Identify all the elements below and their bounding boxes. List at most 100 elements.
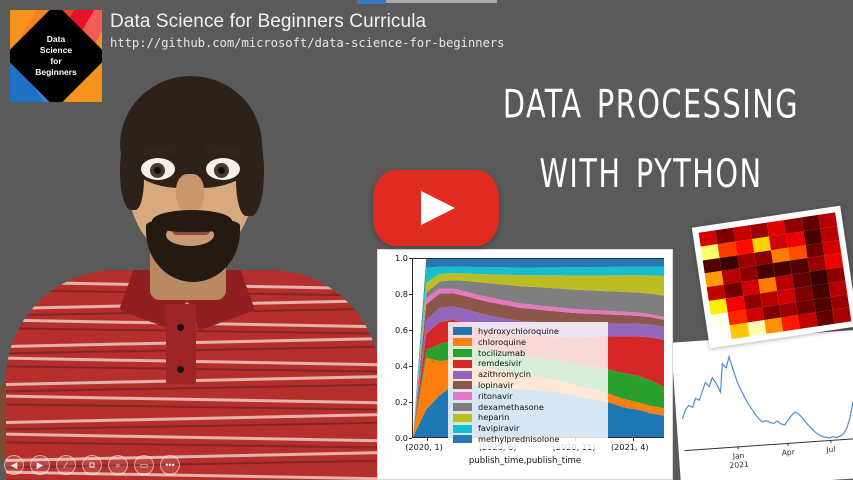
logo-text: Data Science for Beginners [10,10,102,102]
more-options-button[interactable]: ••• [160,455,180,475]
legend-label: chloroquine [478,336,527,347]
logo-line-1: Data [46,34,66,44]
y-tick-mark [409,258,412,259]
heatmap-cell [798,312,818,329]
play-icon: ▶ [36,459,44,470]
line-series-svg [681,354,853,439]
legend-label: tocilizumab [478,347,526,358]
youtube-play-button[interactable] [373,170,499,246]
pupil-right [218,167,225,174]
line-series-path [681,354,853,439]
line-chart-tick-mark [830,439,832,443]
legend-swatch [453,392,472,401]
legend-label: dexamethasone [478,401,544,412]
legend-label: hydroxychloroquine [478,326,559,336]
copy-button[interactable]: ⧉ [82,455,102,475]
legend-label: ritonavir [478,390,513,401]
area-series-dexamethasone [413,280,664,437]
y-tick-mark [409,294,412,295]
shirt-button-2 [177,366,184,373]
legend-label: favipiravir [478,423,520,434]
progress-played [357,0,386,4]
rewind-button[interactable]: ◀ [4,455,24,475]
line-chart: Jan 2021 Apr Jul [671,329,853,480]
legend-swatch [453,381,472,390]
heatmap-cell [729,322,750,340]
line-chart-tick-mark [737,446,740,450]
heatmap-cell [832,307,852,324]
y-tick-label: 0.6 [394,325,408,335]
course-logo: Data Science for Beginners [10,10,102,102]
legend-label: azithromycin [478,369,531,380]
legend-item: lopinavir [453,380,603,391]
copy-icon: ⧉ [88,459,96,470]
course-url[interactable]: http://github.com/microsoft/data-science… [110,36,505,50]
hair-left [120,124,144,210]
pupil-left [154,167,161,174]
play-triangle-icon [421,191,455,225]
play-button[interactable]: ▶ [30,455,50,475]
page-title-line-2: with Python [539,135,763,201]
x-tick-label: (2020, 1) [405,442,443,452]
presenter-photo [0,62,380,480]
stacked-area-chart: 0.00.20.40.60.81.0 (2020, 1)(2020, 6)(20… [377,249,673,480]
page-title-line-1: Data Processing [502,66,800,132]
legend-item: favipiravir [453,423,603,434]
course-title: Data Science for Beginners Curricula [110,11,427,32]
zoom-icon: ⌕ [115,459,121,470]
zoom-button[interactable]: ⌕ [108,455,128,475]
legend-item: methylprednisolone [453,434,603,445]
y-tick-label: 1.0 [394,253,408,263]
header-text-block: Data Science for Beginners Curricula htt… [110,10,540,52]
legend-swatch [453,327,472,336]
chart-legend: hydroxychloroquine chloroquine tocilizumab… [448,322,608,449]
more-options-icon: ••• [165,459,175,470]
y-tick-label: 0.4 [394,361,408,371]
heatmap-grid [698,212,852,342]
x-axis-label: publish_time,publish_time [468,456,582,466]
x-tick-mark [427,438,429,441]
heatmap-cell [712,325,732,342]
line-chart-tick-mark [787,442,789,446]
nose [176,174,204,214]
legend-label: lopinavir [478,379,514,390]
legend-item: dexamethasone [453,402,603,413]
legend-item: chloroquine [453,337,603,348]
legend-swatch [453,359,472,368]
legend-item: azithromycin [453,369,603,380]
logo-line-3: for [50,56,62,66]
y-tick-mark [409,330,412,331]
legend-label: heparin [478,412,510,423]
legend-label: methylprednisolone [478,433,560,444]
pen-tool-icon: ∕ [65,459,67,470]
legend-item: ritonavir [453,391,603,402]
heatmap-cell [815,310,835,327]
x-tick-label: (2021, 4) [610,442,649,452]
y-tick-mark [409,438,412,439]
line-chart-tick-label: 2021 [729,459,750,471]
legend-swatch [453,435,472,444]
legend-swatch [453,338,472,347]
y-tick-label: 0.2 [394,397,408,407]
line-chart-tick-label: Jul [825,444,836,455]
note-button[interactable]: ▭ [134,455,154,475]
heatmap-cell [781,315,801,332]
legend-item: hydroxychloroquine [453,326,603,337]
area-series-heparin [413,273,664,437]
legend-swatch [453,348,472,357]
legend-item: tocilizumab [453,348,603,359]
page-title: Data Processing with Python [471,64,831,203]
line-chart-tick: Jul [811,444,852,456]
legend-swatch [453,424,472,433]
hair-right [236,120,264,216]
rewind-icon: ◀ [10,459,18,470]
presenter-shirt [6,270,380,480]
pen-tool-button[interactable]: ∕ [56,455,76,475]
note-icon: ▭ [139,459,149,470]
legend-item: remdesivir [453,358,603,369]
x-tick-mark [632,438,634,441]
video-progress-bar[interactable] [0,0,853,4]
y-tick-mark [409,402,412,403]
legend-swatch [453,413,472,422]
y-tick-label: 0.8 [394,289,408,299]
